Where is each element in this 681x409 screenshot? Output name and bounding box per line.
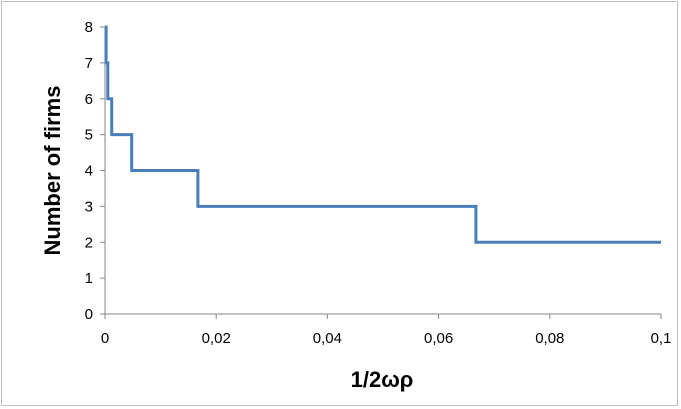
y-tick-label: 7	[85, 55, 93, 72]
x-tick-label: 0	[101, 330, 109, 347]
y-tick-label: 2	[85, 234, 93, 251]
x-tick-label: 0,04	[313, 330, 342, 347]
y-tick-label: 8	[85, 19, 93, 36]
x-tick-label: 0,06	[424, 330, 453, 347]
x-tick-label: 0,1	[651, 330, 672, 347]
y-tick-label: 6	[85, 91, 93, 108]
x-axis-ticks: 0 0,02 0,04 0,06 0,08 0,1	[101, 314, 672, 347]
x-tick-label: 0,02	[202, 330, 231, 347]
series-layer	[104, 25, 661, 244]
y-axis-title: Number of firms	[40, 86, 65, 256]
y-tick-label: 3	[85, 198, 93, 215]
y-tick-label: 1	[85, 270, 93, 287]
y-tick-label: 0	[85, 306, 93, 323]
series-line	[104, 25, 661, 244]
x-tick-label: 0,08	[535, 330, 564, 347]
y-tick-label: 4	[85, 163, 93, 180]
y-tick-label: 5	[85, 127, 93, 144]
x-axis-title: 1/2ωρ	[351, 367, 414, 392]
y-axis-ticks: 0 1 2 3 4 5 6 7 8	[85, 19, 105, 323]
